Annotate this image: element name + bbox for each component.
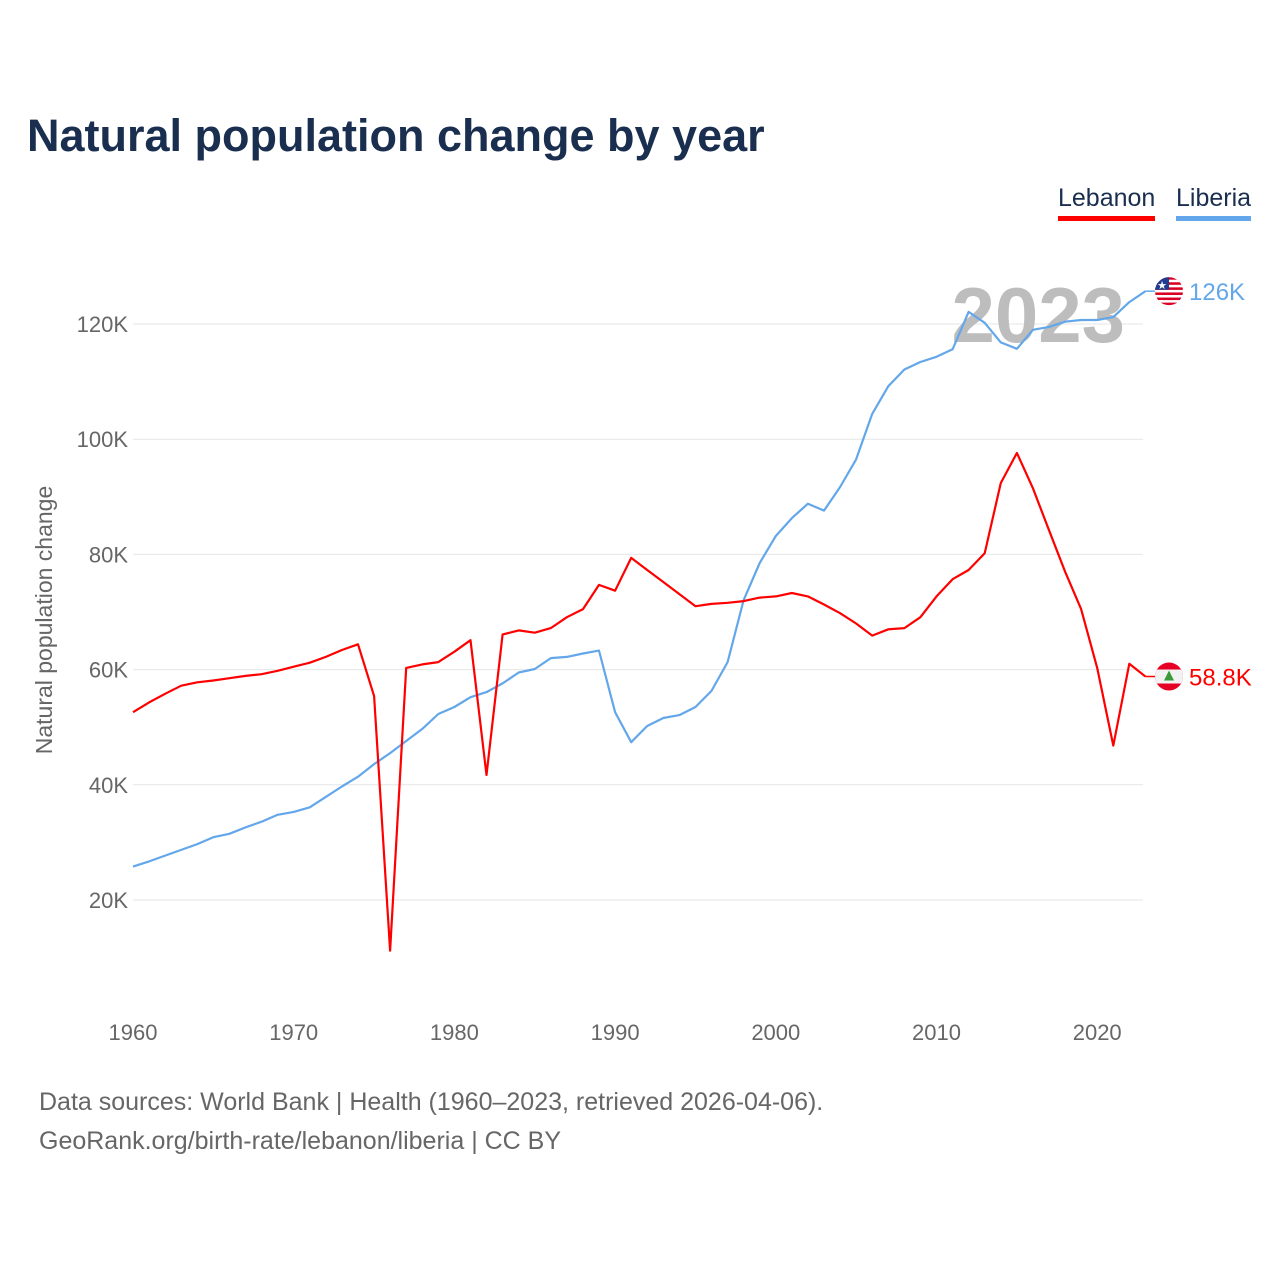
flag-stripe bbox=[1155, 294, 1183, 298]
y-tick-label: 40K bbox=[89, 773, 128, 798]
legend-lebanon[interactable]: Lebanon bbox=[1058, 184, 1156, 221]
x-tick-label: 1970 bbox=[269, 1020, 318, 1045]
y-tick-label: 20K bbox=[89, 888, 128, 913]
x-tick-label: 1990 bbox=[591, 1020, 640, 1045]
end-value-label: 126K bbox=[1189, 279, 1245, 306]
series-line-liberia bbox=[132, 290, 1147, 868]
flag-body: ★ bbox=[1155, 277, 1183, 306]
x-tick-label: 2010 bbox=[912, 1020, 961, 1045]
chart-title: Natural population change by year bbox=[27, 110, 765, 161]
y-tick-label: 120K bbox=[77, 312, 129, 337]
flag-stripe bbox=[1155, 297, 1183, 301]
liberia-flag-icon: ★ bbox=[1155, 277, 1183, 306]
end-value-label: 58.8K bbox=[1189, 665, 1252, 692]
footer-link[interactable]: GeoRank.org/birth-rate/lebanon/liberia |… bbox=[39, 1127, 562, 1155]
flag-stripe bbox=[1155, 302, 1183, 306]
series-line-lebanon bbox=[132, 451, 1147, 952]
x-tick-label: 2020 bbox=[1073, 1020, 1122, 1045]
y-axis-label: Natural population change bbox=[31, 486, 57, 755]
y-tick-label: 100K bbox=[77, 427, 129, 452]
flag-body bbox=[1155, 662, 1183, 691]
legend-liberia[interactable]: Liberia bbox=[1176, 184, 1252, 221]
footer-sources: Data sources: World Bank | Health (1960–… bbox=[39, 1088, 824, 1116]
flag-stripe bbox=[1155, 289, 1183, 293]
lebanon-flag-icon bbox=[1155, 662, 1183, 691]
x-tick-label: 1980 bbox=[430, 1020, 479, 1045]
flag-star: ★ bbox=[1157, 280, 1167, 292]
flag-stripe bbox=[1155, 292, 1183, 296]
year-watermark: 2023 bbox=[951, 271, 1125, 359]
cedar-tree bbox=[1164, 670, 1174, 681]
x-tick-label: 1960 bbox=[109, 1020, 158, 1045]
y-tick-label: 60K bbox=[89, 658, 128, 683]
x-tick-label: 2000 bbox=[751, 1020, 800, 1045]
y-tick-label: 80K bbox=[89, 542, 128, 567]
flag-stripe bbox=[1155, 300, 1183, 303]
